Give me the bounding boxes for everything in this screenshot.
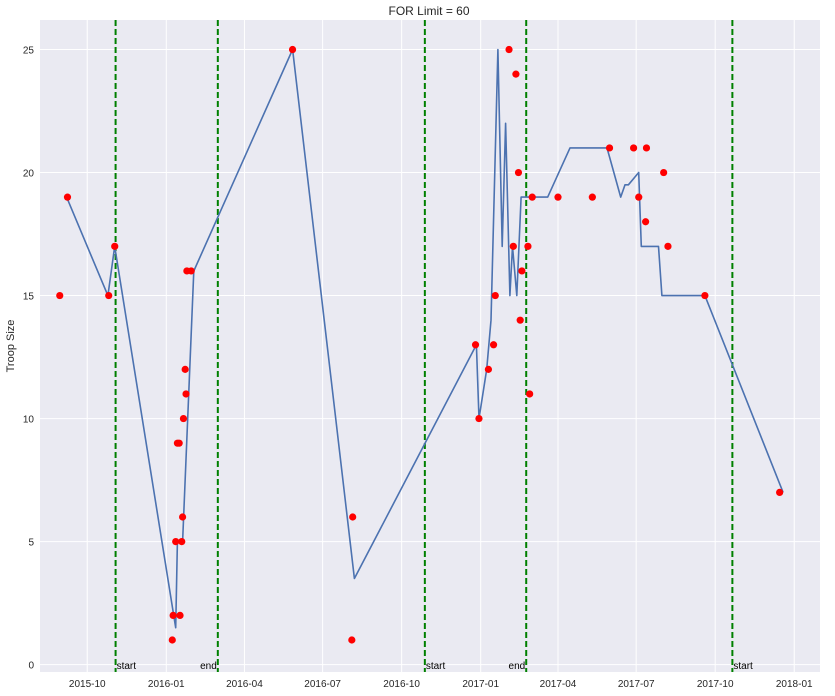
data-point bbox=[491, 291, 499, 300]
data-point bbox=[526, 390, 534, 398]
data-point bbox=[642, 218, 650, 226]
data-point bbox=[175, 439, 183, 447]
data-point bbox=[489, 341, 498, 349]
vline-label-end: end bbox=[509, 661, 526, 672]
data-point bbox=[509, 242, 517, 250]
data-point bbox=[512, 70, 520, 78]
data-point bbox=[660, 168, 668, 177]
scatter-series bbox=[56, 45, 784, 644]
data-point bbox=[288, 45, 297, 54]
vline-labels: start end start end start bbox=[117, 661, 753, 672]
x-tick-label: 2018-01 bbox=[776, 679, 813, 690]
x-tick-label: 2016-07 bbox=[304, 679, 341, 690]
data-point bbox=[505, 45, 513, 54]
data-point bbox=[348, 636, 356, 644]
data-point bbox=[181, 365, 189, 373]
data-point bbox=[172, 538, 180, 546]
data-point bbox=[524, 242, 532, 250]
x-tick-label: 2017-04 bbox=[540, 679, 577, 690]
data-point bbox=[642, 144, 651, 152]
x-tick-label: 2015-10 bbox=[69, 679, 106, 690]
data-point bbox=[471, 341, 480, 349]
data-point bbox=[516, 316, 524, 324]
y-tick-label: 10 bbox=[23, 415, 35, 426]
x-tick-labels: 2015-10 2016-01 2016-04 2016-07 2016-10 2017-… bbox=[69, 679, 813, 690]
troop-size-line bbox=[65, 48, 784, 629]
data-point bbox=[63, 193, 72, 201]
data-point bbox=[182, 390, 190, 398]
x-tick-label: 2016-01 bbox=[148, 679, 185, 690]
x-tick-label: 2017-07 bbox=[618, 679, 655, 690]
data-point bbox=[701, 291, 709, 300]
data-point bbox=[605, 144, 614, 152]
y-tick-labels: 0 5 10 15 20 25 bbox=[23, 46, 35, 672]
y-tick-label: 25 bbox=[23, 46, 35, 57]
vline-label-end: end bbox=[200, 661, 217, 672]
grid-lines bbox=[40, 20, 820, 672]
y-tick-label: 5 bbox=[28, 538, 34, 549]
data-point bbox=[111, 242, 119, 250]
y-tick-label: 20 bbox=[23, 169, 35, 180]
plot-area bbox=[40, 20, 820, 672]
data-point bbox=[518, 267, 526, 275]
data-point bbox=[475, 414, 483, 423]
data-point bbox=[187, 267, 195, 275]
data-point bbox=[168, 636, 176, 644]
data-point bbox=[179, 414, 188, 423]
data-point bbox=[635, 193, 643, 201]
data-point bbox=[56, 291, 64, 300]
vertical-markers bbox=[114, 20, 734, 672]
line-series bbox=[65, 48, 784, 629]
chart-title: FOR Limit = 60 bbox=[388, 4, 469, 18]
data-point bbox=[776, 488, 784, 496]
y-axis-label: Troop Size bbox=[5, 320, 17, 373]
data-point bbox=[588, 193, 596, 201]
x-tick-label: 2017-01 bbox=[462, 679, 499, 690]
vline-label-start: start bbox=[117, 661, 137, 672]
data-point bbox=[554, 193, 562, 201]
x-tick-label: 2017-10 bbox=[697, 679, 734, 690]
data-point bbox=[349, 513, 357, 521]
vline-label-start: start bbox=[426, 661, 446, 672]
data-point bbox=[629, 144, 638, 152]
vline-label-start: start bbox=[733, 661, 753, 672]
data-point bbox=[169, 611, 177, 620]
data-point bbox=[514, 168, 523, 177]
y-tick-label: 15 bbox=[23, 292, 35, 303]
data-point bbox=[178, 538, 186, 546]
data-point bbox=[664, 242, 672, 250]
x-tick-label: 2016-04 bbox=[226, 679, 263, 690]
y-tick-label: 0 bbox=[28, 661, 34, 672]
data-point bbox=[176, 611, 184, 620]
data-point bbox=[178, 513, 187, 521]
data-point bbox=[528, 193, 536, 201]
data-point bbox=[484, 365, 493, 373]
x-tick-label: 2016-10 bbox=[383, 679, 420, 690]
data-point bbox=[105, 291, 113, 300]
